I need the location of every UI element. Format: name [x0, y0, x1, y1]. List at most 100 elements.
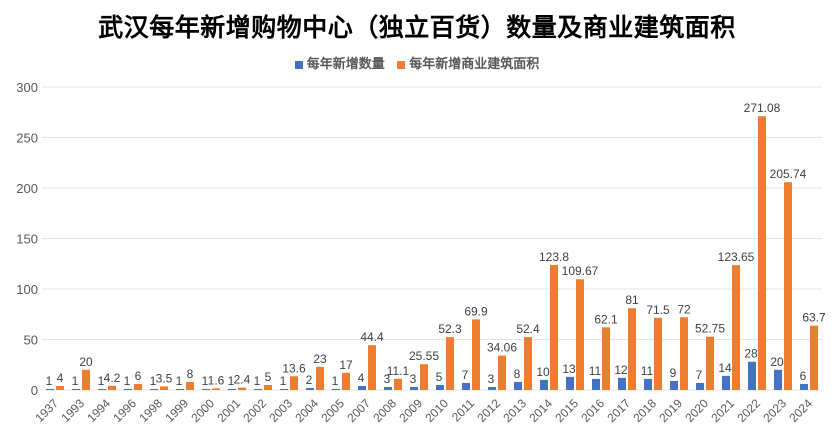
bar-count	[384, 386, 392, 390]
y-tick-label: 200	[16, 181, 38, 196]
bar-count	[306, 387, 314, 390]
bar-count	[462, 382, 470, 390]
bar-count	[644, 378, 652, 390]
bar-area	[758, 116, 766, 390]
data-label-area: 8	[187, 367, 194, 381]
x-tick-label: 2003	[266, 396, 295, 425]
bar-count	[618, 377, 626, 390]
x-tick-label: 2013	[500, 396, 529, 425]
bar-area	[810, 325, 818, 390]
bar-area	[290, 376, 298, 390]
bar-area	[186, 381, 194, 390]
data-label-count: 7	[696, 368, 703, 382]
data-label-count: 5	[436, 370, 443, 384]
bar-count	[722, 375, 730, 390]
data-label-area: 63.7	[802, 311, 826, 325]
x-tick-label: 2008	[370, 396, 399, 425]
data-label-area: 62.1	[594, 312, 618, 326]
legend-swatch-count	[294, 60, 303, 69]
bar-count	[800, 383, 808, 390]
bar-count	[488, 386, 496, 390]
data-label-area: 20	[79, 355, 93, 369]
y-tick-label: 100	[16, 282, 38, 297]
bar-count	[436, 384, 444, 390]
data-label-count: 1	[124, 374, 131, 388]
data-label-count: 20	[770, 355, 784, 369]
bar-count	[410, 386, 418, 390]
data-label-count: 1	[254, 374, 261, 388]
legend: 每年新增数量 每年新增商业建筑面积	[0, 53, 834, 72]
bar-count	[254, 388, 262, 390]
data-label-count: 1	[98, 374, 105, 388]
y-tick-label: 300	[16, 80, 38, 95]
x-tick-label: 2005	[318, 396, 347, 425]
data-label-count: 1	[202, 374, 209, 388]
legend-item-area: 每年新增商业建筑面积	[397, 53, 539, 72]
bar-area	[134, 383, 142, 390]
x-tick-label: 2020	[682, 396, 711, 425]
data-label-count: 10	[536, 365, 550, 379]
bar-area	[212, 388, 220, 390]
legend-label-area: 每年新增商业建筑面积	[409, 57, 540, 72]
data-label-count: 3	[410, 372, 417, 386]
data-label-area: 23	[313, 352, 327, 366]
data-label-area: 71.5	[646, 303, 670, 317]
bar-count	[696, 382, 704, 390]
x-tick-label: 2019	[656, 396, 685, 425]
bar-count	[514, 381, 522, 390]
x-tick-label: 2017	[604, 396, 633, 425]
bar-area	[576, 279, 584, 390]
x-tick-label: 2014	[526, 396, 555, 425]
x-tick-label: 2010	[422, 396, 451, 425]
x-tick-label: 2021	[708, 396, 737, 425]
x-tick-label: 1998	[136, 396, 165, 425]
x-tick-label: 2015	[552, 396, 581, 425]
bar-count	[98, 388, 106, 390]
data-label-count: 9	[670, 366, 677, 380]
data-label-count: 1	[150, 374, 157, 388]
bar-area	[108, 385, 116, 390]
x-tick-label: 2002	[240, 396, 269, 425]
data-label-count: 3	[384, 372, 391, 386]
data-label-area: 4	[57, 371, 64, 385]
bar-count	[748, 361, 756, 390]
data-label-area: 52.4	[516, 322, 540, 336]
bar-count	[332, 388, 340, 390]
x-tick-label: 2012	[474, 396, 503, 425]
legend-item-count: 每年新增数量	[294, 53, 385, 72]
x-tick-label: 2009	[396, 396, 425, 425]
data-label-area: 81	[625, 293, 639, 307]
data-label-count: 6	[800, 369, 807, 383]
bar-area	[680, 317, 688, 390]
x-tick-label: 2016	[578, 396, 607, 425]
bar-area	[550, 264, 558, 390]
data-label-area: 69.9	[464, 304, 488, 318]
data-label-count: 4	[358, 371, 365, 385]
data-label-area: 3.5	[156, 371, 173, 385]
x-tick-label: 1999	[162, 396, 191, 425]
bar-area	[160, 386, 168, 390]
bar-area	[316, 366, 324, 390]
x-tick-label: 2022	[734, 396, 763, 425]
bar-count	[124, 388, 132, 390]
data-label-count: 1	[228, 374, 235, 388]
bar-area	[498, 355, 506, 390]
bar-count	[202, 388, 210, 390]
bar-area	[524, 337, 532, 390]
bar-area	[706, 336, 714, 390]
x-tick-label: 2000	[188, 396, 217, 425]
bar-count	[228, 388, 236, 390]
bar-area	[446, 337, 454, 390]
data-label-area: 52.3	[438, 322, 462, 336]
x-tick-label: 2001	[214, 396, 243, 425]
data-label-area: 2.4	[234, 373, 251, 387]
bar-area	[82, 369, 90, 390]
data-label-count: 13	[562, 362, 576, 376]
bar-count	[566, 376, 574, 390]
data-label-area: 6	[135, 369, 142, 383]
y-tick-label: 150	[16, 232, 38, 247]
data-label-area: 25.55	[409, 349, 439, 363]
bar-area	[602, 327, 610, 390]
x-tick-label: 2023	[760, 396, 789, 425]
